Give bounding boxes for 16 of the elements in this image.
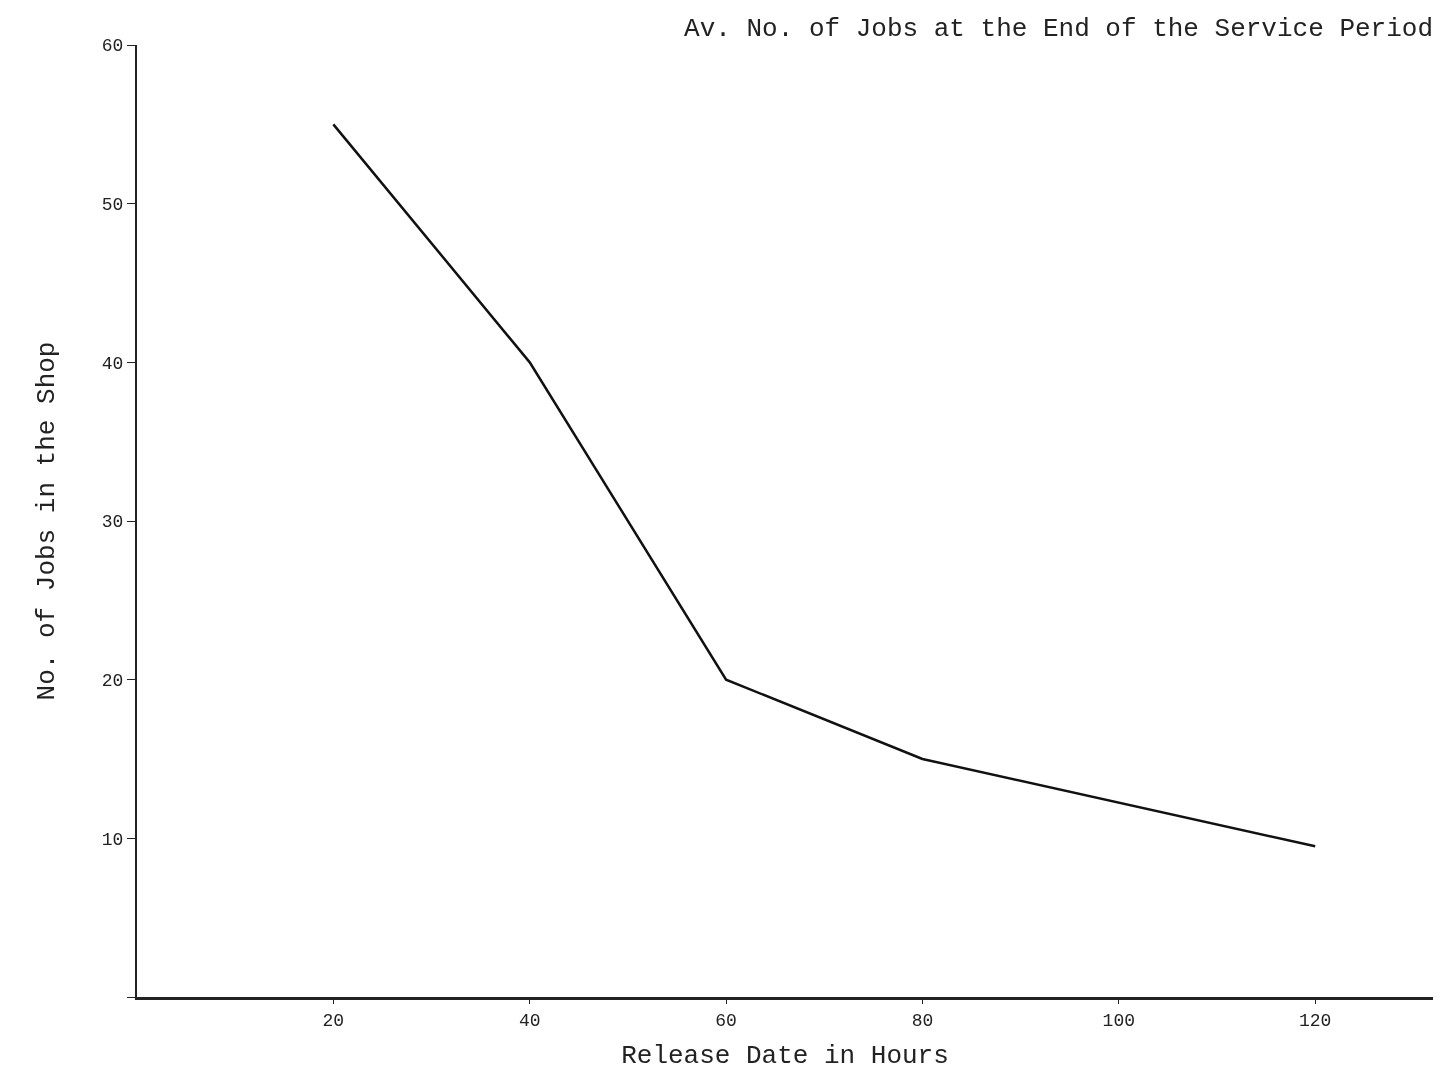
y-tick-label: 20 xyxy=(101,670,124,691)
x-tick-label: 80 xyxy=(911,1010,934,1031)
chart-title: Av. No. of Jobs at the End of the Service Period xyxy=(684,14,1433,45)
y-tick-label: 10 xyxy=(101,829,124,850)
y-tick-label: 50 xyxy=(101,194,124,215)
x-axis-title: Release Date in Hours xyxy=(621,1041,949,1072)
y-tick-label: 60 xyxy=(101,36,124,57)
x-tick-label: 40 xyxy=(518,1010,541,1031)
x-tick-label: 20 xyxy=(322,1010,345,1031)
x-tick-label: 120 xyxy=(1298,1010,1332,1031)
y-axis-title: No. of Jobs in the Shop xyxy=(31,341,62,701)
x-tick-label: 60 xyxy=(715,1010,737,1031)
x-tick-label: 100 xyxy=(1102,1010,1136,1031)
line-series xyxy=(332,123,1317,848)
y-tick-label: 30 xyxy=(101,512,124,533)
y-tick-label: 40 xyxy=(101,353,124,374)
